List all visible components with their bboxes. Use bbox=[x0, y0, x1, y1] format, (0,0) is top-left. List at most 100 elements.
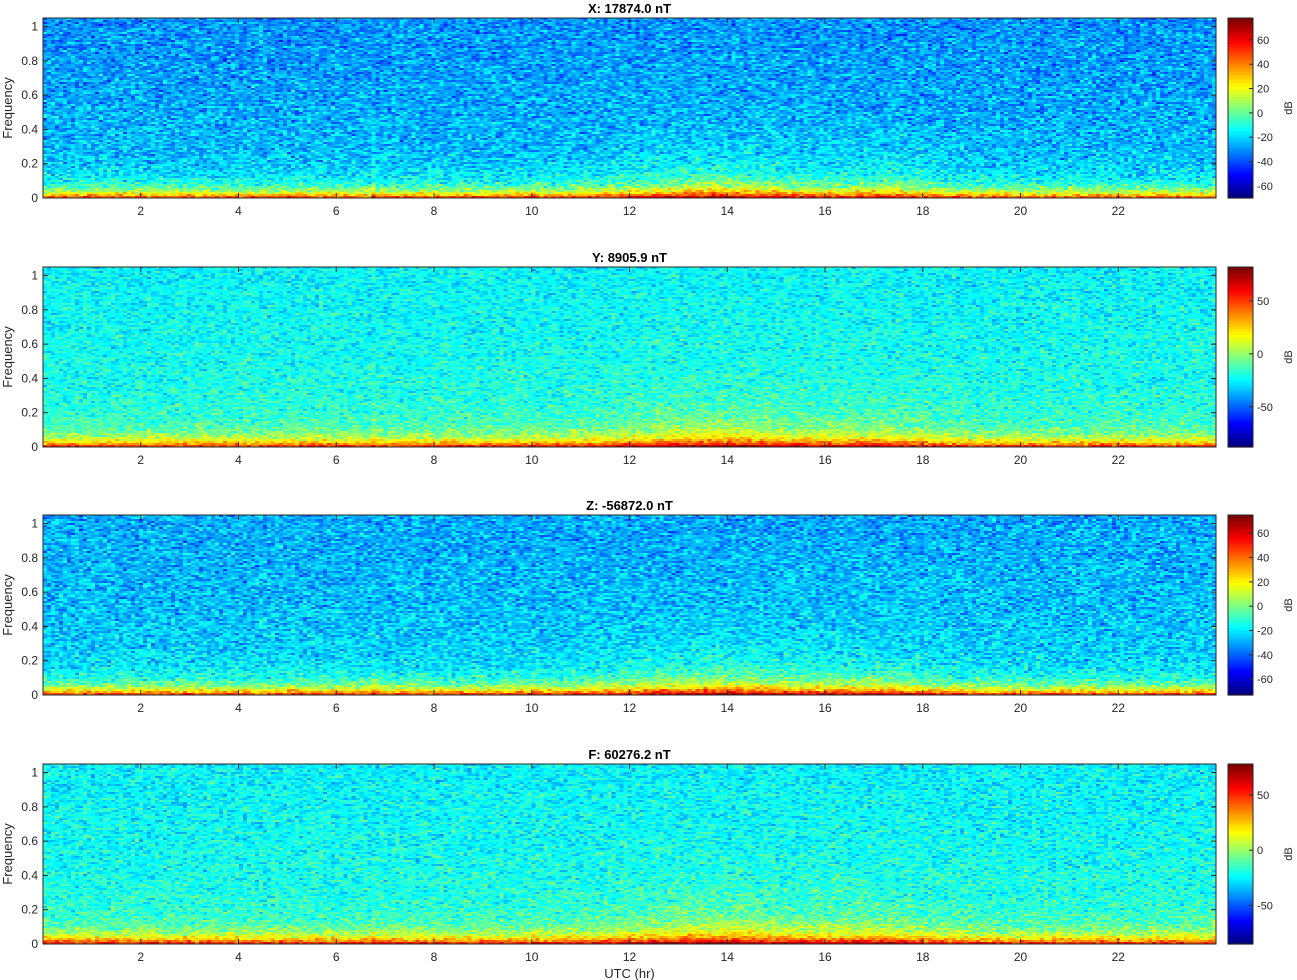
colorbar-swatch bbox=[1228, 181, 1253, 185]
x-tick-label: 16 bbox=[818, 950, 832, 964]
colorbar-swatch bbox=[1228, 856, 1253, 861]
colorbar-swatch bbox=[1228, 537, 1253, 541]
colorbar-swatch bbox=[1228, 884, 1253, 889]
colorbar-swatch bbox=[1228, 879, 1253, 883]
y-tick-label: 0.4 bbox=[21, 868, 38, 882]
colorbar-swatch bbox=[1228, 379, 1253, 383]
colorbar-swatch bbox=[1228, 887, 1253, 892]
colorbar-swatch bbox=[1228, 57, 1253, 61]
colorbar-swatch bbox=[1228, 286, 1253, 291]
y-axis-label: Frequency bbox=[0, 326, 15, 388]
panel-title: Y: 8905.9 nT bbox=[592, 250, 667, 265]
colorbar-swatch bbox=[1228, 876, 1253, 880]
colorbar-tick-label: 40 bbox=[1257, 59, 1269, 71]
colorbar-swatch bbox=[1228, 141, 1253, 146]
spectrogram-image bbox=[43, 764, 1216, 944]
colorbar-swatch bbox=[1228, 393, 1253, 397]
colorbar-swatch bbox=[1228, 803, 1253, 807]
colorbar-swatch bbox=[1228, 624, 1253, 629]
colorbar-swatch bbox=[1228, 548, 1253, 553]
x-tick-label: 18 bbox=[916, 204, 930, 218]
x-tick-label: 20 bbox=[1014, 453, 1028, 467]
colorbar-tick-label: 60 bbox=[1257, 35, 1269, 47]
y-tick-label: 0.6 bbox=[21, 337, 38, 351]
x-tick-label: 16 bbox=[818, 701, 832, 715]
colorbar-swatch bbox=[1228, 613, 1253, 617]
colorbar-frame bbox=[1227, 266, 1254, 448]
x-tick-label: 10 bbox=[525, 701, 539, 715]
colorbar-tick-label: 0 bbox=[1257, 845, 1263, 857]
colorbar-swatch bbox=[1228, 71, 1253, 75]
spectrogram-panel: 2 4 6 8 10 12 14 16 18 20 22 0 0.2 0.4 0.6 0.8 1 F: 60276… bbox=[0, 747, 1295, 980]
colorbar: 60 40 20 0 -20 -40 -60 dB bbox=[1227, 17, 1295, 199]
colorbar-swatch bbox=[1228, 772, 1253, 776]
colorbar-swatch bbox=[1228, 775, 1253, 779]
colorbar-swatch bbox=[1228, 413, 1253, 417]
x-axis-label: UTC (hr) bbox=[604, 966, 655, 980]
colorbar-swatch bbox=[1228, 29, 1253, 33]
colorbar-swatch bbox=[1228, 557, 1253, 561]
x-tick-label: 4 bbox=[235, 453, 242, 467]
colorbar-swatch bbox=[1228, 859, 1253, 864]
colorbar: 60 40 20 0 -20 -40 -60 dB bbox=[1227, 514, 1295, 696]
colorbar-swatch bbox=[1228, 267, 1253, 271]
colorbar-swatch bbox=[1228, 596, 1253, 600]
colorbar-frame bbox=[1227, 17, 1254, 199]
x-tick-label: 16 bbox=[818, 204, 832, 218]
colorbar-tick-label: 0 bbox=[1257, 601, 1263, 613]
colorbar-swatch bbox=[1228, 783, 1253, 788]
colorbar-swatch bbox=[1228, 526, 1253, 530]
colorbar-swatch bbox=[1228, 427, 1253, 431]
colorbar-swatch bbox=[1228, 571, 1253, 575]
colorbar-swatch bbox=[1228, 842, 1253, 847]
colorbar-swatch bbox=[1228, 899, 1253, 903]
colorbar-swatch bbox=[1228, 314, 1253, 319]
colorbar-swatch bbox=[1228, 529, 1253, 533]
y-tick-label: 0.8 bbox=[21, 551, 38, 565]
colorbar-swatch bbox=[1228, 342, 1253, 347]
colorbar-swatch bbox=[1228, 809, 1253, 813]
x-tick-label: 14 bbox=[721, 204, 735, 218]
colorbar-swatch bbox=[1228, 387, 1253, 392]
colorbar-swatch bbox=[1228, 68, 1253, 73]
colorbar-frame bbox=[1227, 763, 1254, 945]
y-axis-label: Frequency bbox=[0, 574, 15, 636]
colorbar-swatch bbox=[1228, 890, 1253, 894]
x-tick-label: 4 bbox=[235, 204, 242, 218]
colorbar-swatch bbox=[1228, 647, 1253, 651]
colorbar-swatch bbox=[1228, 915, 1253, 920]
colorbar-swatch bbox=[1228, 172, 1253, 177]
x-tick-label: 8 bbox=[431, 950, 438, 964]
colorbar-swatch bbox=[1228, 334, 1253, 338]
colorbar-swatch bbox=[1228, 99, 1253, 103]
colorbar-swatch bbox=[1228, 407, 1253, 412]
colorbar-frame bbox=[1227, 514, 1254, 696]
colorbar-swatch bbox=[1228, 641, 1253, 645]
colorbar-swatch bbox=[1228, 593, 1253, 598]
colorbar-swatch bbox=[1228, 565, 1253, 570]
colorbar-swatch bbox=[1228, 20, 1253, 25]
colorbar-swatch bbox=[1228, 664, 1253, 668]
x-tick-label: 22 bbox=[1112, 701, 1126, 715]
colorbar-swatch bbox=[1228, 63, 1253, 67]
colorbar-swatch bbox=[1228, 23, 1253, 28]
colorbar: 50 0 -50 dB bbox=[1227, 266, 1295, 448]
x-tick-label: 6 bbox=[333, 701, 340, 715]
colorbar-swatch bbox=[1228, 839, 1253, 844]
colorbar-swatch bbox=[1228, 26, 1253, 30]
colorbar-swatch bbox=[1228, 669, 1253, 674]
colorbar-swatch bbox=[1228, 786, 1253, 790]
colorbar-swatch bbox=[1228, 46, 1253, 50]
colorbar-swatch bbox=[1228, 515, 1253, 519]
colorbar-swatch bbox=[1228, 297, 1253, 302]
colorbar-swatch bbox=[1228, 579, 1253, 584]
colorbar-swatch bbox=[1228, 545, 1253, 550]
colorbar-swatch bbox=[1228, 169, 1253, 174]
colorbar-swatch bbox=[1228, 806, 1253, 810]
panel-title: X: 17874.0 nT bbox=[588, 1, 671, 16]
colorbar-swatch bbox=[1228, 368, 1253, 372]
colorbar-swatch bbox=[1228, 616, 1253, 620]
colorbar-swatch bbox=[1228, 444, 1253, 448]
colorbar-swatch bbox=[1228, 371, 1253, 375]
colorbar-swatch bbox=[1228, 650, 1253, 654]
